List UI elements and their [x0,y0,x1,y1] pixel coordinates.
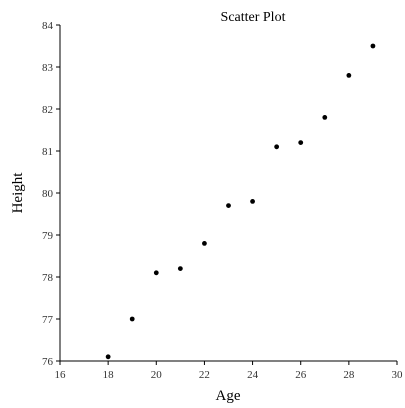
x-tick-label: 26 [295,369,307,381]
data-point [153,270,159,276]
data-point [370,43,376,49]
data-point [346,73,352,78]
y-tick-label: 83 [42,62,54,74]
x-tick-label: 16 [55,369,67,381]
x-axis-label: Age [216,388,241,404]
x-tick-label: 30 [392,369,404,381]
data-point [129,316,135,322]
data-point [226,203,231,209]
y-axis-label: Height [10,172,26,214]
y-tick-label: 82 [42,104,53,116]
data-point [250,199,255,204]
data-point [274,144,280,150]
y-tick-label: 78 [42,272,54,284]
x-axis-ticks: 16 18 20 22 24 26 28 30 [55,361,404,381]
data-points [105,43,376,360]
x-tick-label: 28 [343,369,355,381]
data-point [105,354,111,360]
y-tick-label: 77 [42,314,54,326]
x-tick-label: 18 [103,369,115,381]
chart-title: Scatter Plot [221,10,286,25]
y-tick-label: 81 [42,146,53,158]
x-tick-label: 20 [151,369,163,381]
y-tick-label: 80 [42,188,54,200]
data-point [177,266,183,271]
data-point [298,140,304,146]
y-tick-label: 76 [42,356,54,368]
y-tick-label: 79 [42,230,54,242]
x-tick-label: 24 [247,369,259,381]
y-tick-label: 84 [42,20,54,32]
data-point [322,115,328,120]
data-point [202,241,207,246]
y-axis-ticks: 76 77 78 79 80 81 82 83 84 [42,20,60,368]
x-tick-label: 22 [199,369,210,381]
